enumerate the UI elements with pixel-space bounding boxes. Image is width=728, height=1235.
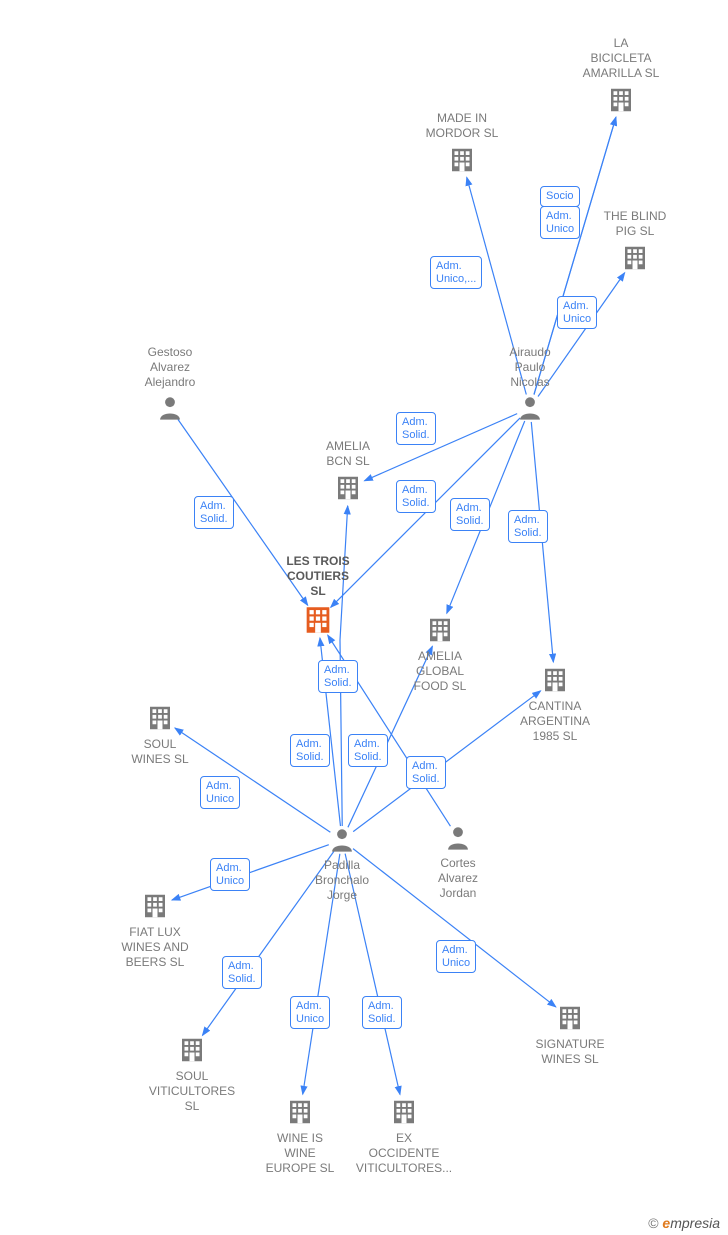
node-label-amelia_global: AMELIA GLOBAL FOOD SL: [380, 649, 500, 694]
person-icon: [156, 394, 184, 422]
edge-label-airaudo-amelia_global: Adm. Solid.: [450, 498, 490, 531]
building-icon: [140, 891, 170, 921]
building-icon: [333, 473, 363, 503]
brand-rest: mpresia: [670, 1215, 720, 1231]
edge-label-gestoso-les_trois: Adm. Solid.: [194, 496, 234, 529]
edge-label-padilla-soul_vit: Adm. Solid.: [222, 956, 262, 989]
node-label-soul_vit: SOUL VITICULTORES SL: [132, 1069, 252, 1114]
node-label-signature: SIGNATURE WINES SL: [510, 1037, 630, 1067]
edge-label-airaudo-amelia_bcn: Adm. Solid.: [396, 412, 436, 445]
building-icon: [177, 1035, 207, 1065]
building-icon: [285, 1097, 315, 1127]
edge-label-padilla-les_trois: Adm. Solid.: [290, 734, 330, 767]
footer-credit: © empresia: [648, 1215, 720, 1231]
node-label-gestoso: Gestoso Alvarez Alejandro: [110, 345, 230, 390]
node-label-amelia_bcn: AMELIA BCN SL: [288, 439, 408, 469]
node-label-fiat_lux: FIAT LUX WINES AND BEERS SL: [95, 925, 215, 970]
node-label-cortes: Cortes Alvarez Jordan: [398, 856, 518, 901]
building-icon: [145, 703, 175, 733]
building-icon: [389, 1097, 419, 1127]
building-icon: [555, 1003, 585, 1033]
person-icon: [328, 826, 356, 854]
edge-label-padilla-amelia_bcn: Adm. Solid.: [318, 660, 358, 693]
building-icon: [447, 145, 477, 175]
edge-label-padilla-cantina: Adm. Solid.: [406, 756, 446, 789]
building-icon: [620, 243, 650, 273]
edge-label-padilla-ex_occidente: Adm. Solid.: [362, 996, 402, 1029]
edge-label-airaudo-la_bicicleta: Socio: [540, 186, 580, 207]
edge-label-airaudo-les_trois: Adm. Solid.: [396, 480, 436, 513]
edge-label-airaudo-cantina: Adm. Solid.: [508, 510, 548, 543]
edge-label-airaudo-made_in_mordor: Adm. Unico,...: [430, 256, 482, 289]
building-icon: [540, 665, 570, 695]
node-label-padilla: Padilla Bronchalo Jorge: [282, 858, 402, 903]
node-label-ex_occidente: EX OCCIDENTE VITICULTORES...: [344, 1131, 464, 1176]
edge-label-padilla-amelia_global: Adm. Solid.: [348, 734, 388, 767]
building-icon: [606, 85, 636, 115]
copyright-symbol: ©: [648, 1215, 658, 1231]
edge-label-padilla-wine_is_wine: Adm. Unico: [290, 996, 330, 1029]
node-label-wine_is_wine: WINE IS WINE EUROPE SL: [240, 1131, 360, 1176]
edge-label-padilla-soul_wines: Adm. Unico: [200, 776, 240, 809]
node-label-cantina: CANTINA ARGENTINA 1985 SL: [495, 699, 615, 744]
node-label-the_blind_pig: THE BLIND PIG SL: [575, 209, 695, 239]
building-icon: [425, 615, 455, 645]
person-icon: [444, 824, 472, 852]
node-label-made_in_mordor: MADE IN MORDOR SL: [402, 111, 522, 141]
edge-label-padilla-fiat_lux: Adm. Unico: [210, 858, 250, 891]
building-icon: [301, 603, 335, 637]
node-label-soul_wines: SOUL WINES SL: [100, 737, 220, 767]
node-label-les_trois: LES TROIS COUTIERS SL: [258, 554, 378, 599]
edge-label-airaudo-the_blind_pig: Adm. Unico: [557, 296, 597, 329]
node-label-la_bicicleta: LA BICICLETA AMARILLA SL: [561, 36, 681, 81]
edge-label-padilla-signature: Adm. Unico: [436, 940, 476, 973]
edge-label-airaudo-la_bicicleta: Adm. Unico: [540, 206, 580, 239]
node-label-airaudo: Airaudo Paulo Nicolas: [470, 345, 590, 390]
person-icon: [516, 394, 544, 422]
